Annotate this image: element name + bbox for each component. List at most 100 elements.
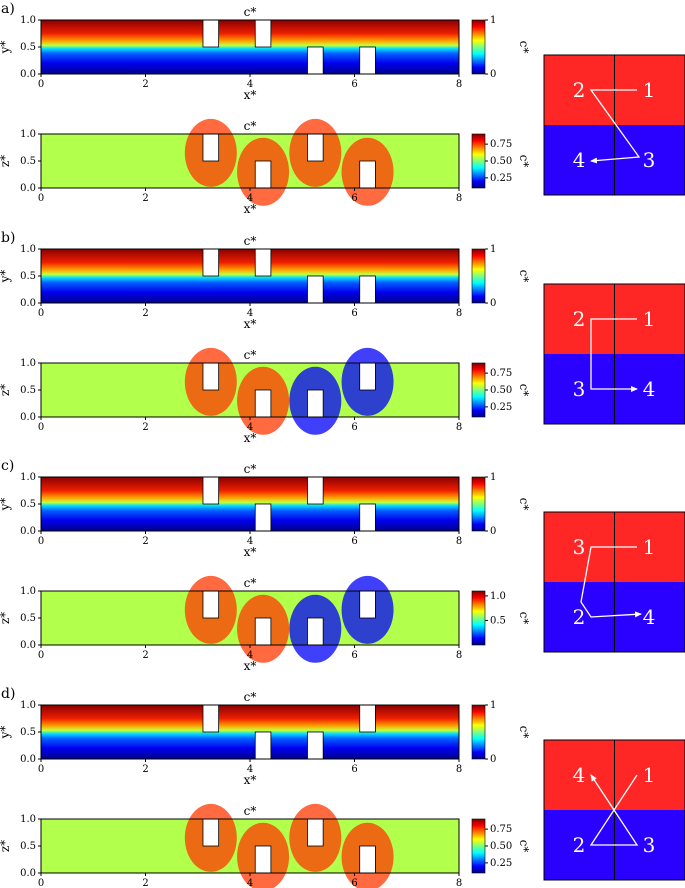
- y-tick-label: 0.5: [20, 156, 36, 167]
- x-tick-label: 0: [38, 193, 44, 204]
- panel-label: a): [1, 1, 15, 17]
- colorbar: [471, 248, 486, 304]
- x-tick-label: 6: [351, 764, 357, 775]
- x-tick-label: 2: [142, 536, 148, 547]
- obstacle-block: [254, 248, 272, 277]
- colorbar-tick-label: 0: [490, 754, 496, 765]
- x-tick-label: 4: [247, 764, 253, 775]
- diagram-number: 2: [573, 78, 586, 102]
- diagram-number: 1: [643, 307, 656, 331]
- obstacle-block: [202, 476, 220, 505]
- colorbar: [471, 590, 486, 646]
- y-tick-label: 1.0: [20, 358, 36, 369]
- x-axis-label: x*: [244, 431, 257, 445]
- colorbar-tick-label: 0.75: [490, 139, 512, 150]
- x-tick-label: 8: [456, 308, 462, 319]
- x-tick-label: 0: [38, 878, 44, 888]
- x-tick-label: 4: [247, 308, 253, 319]
- plot-title: c*: [244, 234, 257, 248]
- heatmap-field: [41, 705, 459, 759]
- obstacle-block: [254, 617, 272, 646]
- x-tick-label: 2: [142, 422, 148, 433]
- x-tick-label: 6: [351, 650, 357, 661]
- obstacle-block: [359, 362, 376, 391]
- x-tick-label: 2: [142, 308, 148, 319]
- xz-plane-plot: c* 0 2 4 6 8 x* 1.0 0.5 0.0 z* 0.75 0.50 0.25 c*: [0, 347, 531, 445]
- y-tick-label: 0.0: [20, 640, 36, 651]
- diagram-number: 3: [573, 535, 586, 559]
- x-tick-label: 4: [247, 536, 253, 547]
- obstacle-block: [359, 275, 376, 304]
- obstacle-block: [307, 275, 324, 304]
- panel-label: d): [1, 686, 15, 702]
- xy-plane-plot: c* 0 2 4 6 8 x* 1.0 0.5 0.0 y* 1 0 c*: [0, 462, 531, 559]
- obstacle-block: [202, 19, 220, 48]
- x-axis-label: x*: [244, 659, 257, 673]
- obstacle-block: [307, 476, 324, 505]
- colorbar-tick-label: 0: [490, 526, 496, 537]
- obstacle-block: [254, 845, 272, 874]
- colorbar-tick-label: 0.75: [490, 824, 512, 835]
- y-tick-label: 0.0: [20, 526, 36, 537]
- obstacle-block: [307, 731, 324, 760]
- y-axis-label: z*: [0, 155, 12, 167]
- x-tick-label: 0: [38, 650, 44, 661]
- colorbar: [471, 818, 486, 874]
- flow-path-diagram: 3 1 2 4: [543, 511, 685, 653]
- diagram-number: 3: [643, 148, 656, 172]
- x-tick-label: 2: [142, 650, 148, 661]
- y-tick-label: 1.0: [20, 700, 36, 711]
- plot-title: c*: [244, 804, 257, 818]
- obstacle-block: [202, 704, 220, 733]
- panel-a: a) c* 0 2 4 6 8 x* 1.0 0.5 0.0 y* 1 0 c* c* 0 2 4 6 8 x* 1.0 0.…: [0, 1, 685, 216]
- x-tick-label: 0: [38, 79, 44, 90]
- y-axis-label: z*: [0, 840, 12, 852]
- y-tick-label: 0.0: [20, 69, 36, 80]
- x-axis-label: x*: [244, 773, 257, 787]
- colorbar-label: c*: [517, 840, 531, 853]
- x-tick-label: 8: [456, 878, 462, 888]
- obstacle-block: [254, 503, 272, 532]
- y-tick-label: 1.0: [20, 586, 36, 597]
- x-tick-label: 6: [351, 193, 357, 204]
- xy-plane-plot: c* 0 2 4 6 8 x* 1.0 0.5 0.0 y* 1 0 c*: [0, 234, 531, 331]
- x-axis-label: x*: [244, 545, 257, 559]
- obstacle-block: [359, 46, 376, 75]
- colorbar: [471, 704, 486, 760]
- heatmap-field: [41, 477, 459, 531]
- xz-plane-plot: c* 0 2 4 6 8 x* 1.0 0.5 0.0 z* 0.75 0.50 0.25 c*: [0, 118, 531, 216]
- x-tick-label: 8: [456, 193, 462, 204]
- x-tick-label: 6: [351, 79, 357, 90]
- colorbar-tick-label: 1: [490, 244, 496, 255]
- y-tick-label: 0.0: [20, 412, 36, 423]
- diagram-number: 2: [573, 833, 586, 857]
- plot-title: c*: [244, 348, 257, 362]
- obstacle-block: [254, 731, 272, 760]
- obstacle-block: [202, 362, 220, 391]
- diagram-number: 1: [643, 763, 656, 787]
- plot-title: c*: [244, 119, 257, 133]
- diagram-number: 4: [643, 377, 656, 401]
- panel-label: b): [1, 230, 15, 246]
- flow-arrow: [590, 318, 638, 392]
- diagram-number: 4: [573, 763, 586, 787]
- colorbar-tick-label: 0: [490, 298, 496, 309]
- colorbar-label: c*: [517, 155, 531, 168]
- colorbar-tick-label: 0.50: [490, 841, 512, 852]
- y-tick-label: 0.0: [20, 754, 36, 765]
- diagram-number: 1: [643, 535, 656, 559]
- y-axis-label: y*: [0, 41, 12, 55]
- y-axis-label: y*: [0, 270, 12, 284]
- plot-title: c*: [244, 5, 257, 19]
- x-tick-label: 8: [456, 764, 462, 775]
- y-tick-label: 1.0: [20, 814, 36, 825]
- flow-path-diagram: 2 1 3 4: [543, 283, 685, 425]
- x-tick-label: 0: [38, 308, 44, 319]
- x-tick-label: 6: [351, 878, 357, 888]
- diagram-number: 1: [643, 78, 656, 102]
- x-axis-label: x*: [244, 317, 257, 331]
- heatmap-field: [41, 20, 459, 74]
- obstacle-block: [359, 160, 376, 189]
- x-tick-label: 4: [247, 193, 253, 204]
